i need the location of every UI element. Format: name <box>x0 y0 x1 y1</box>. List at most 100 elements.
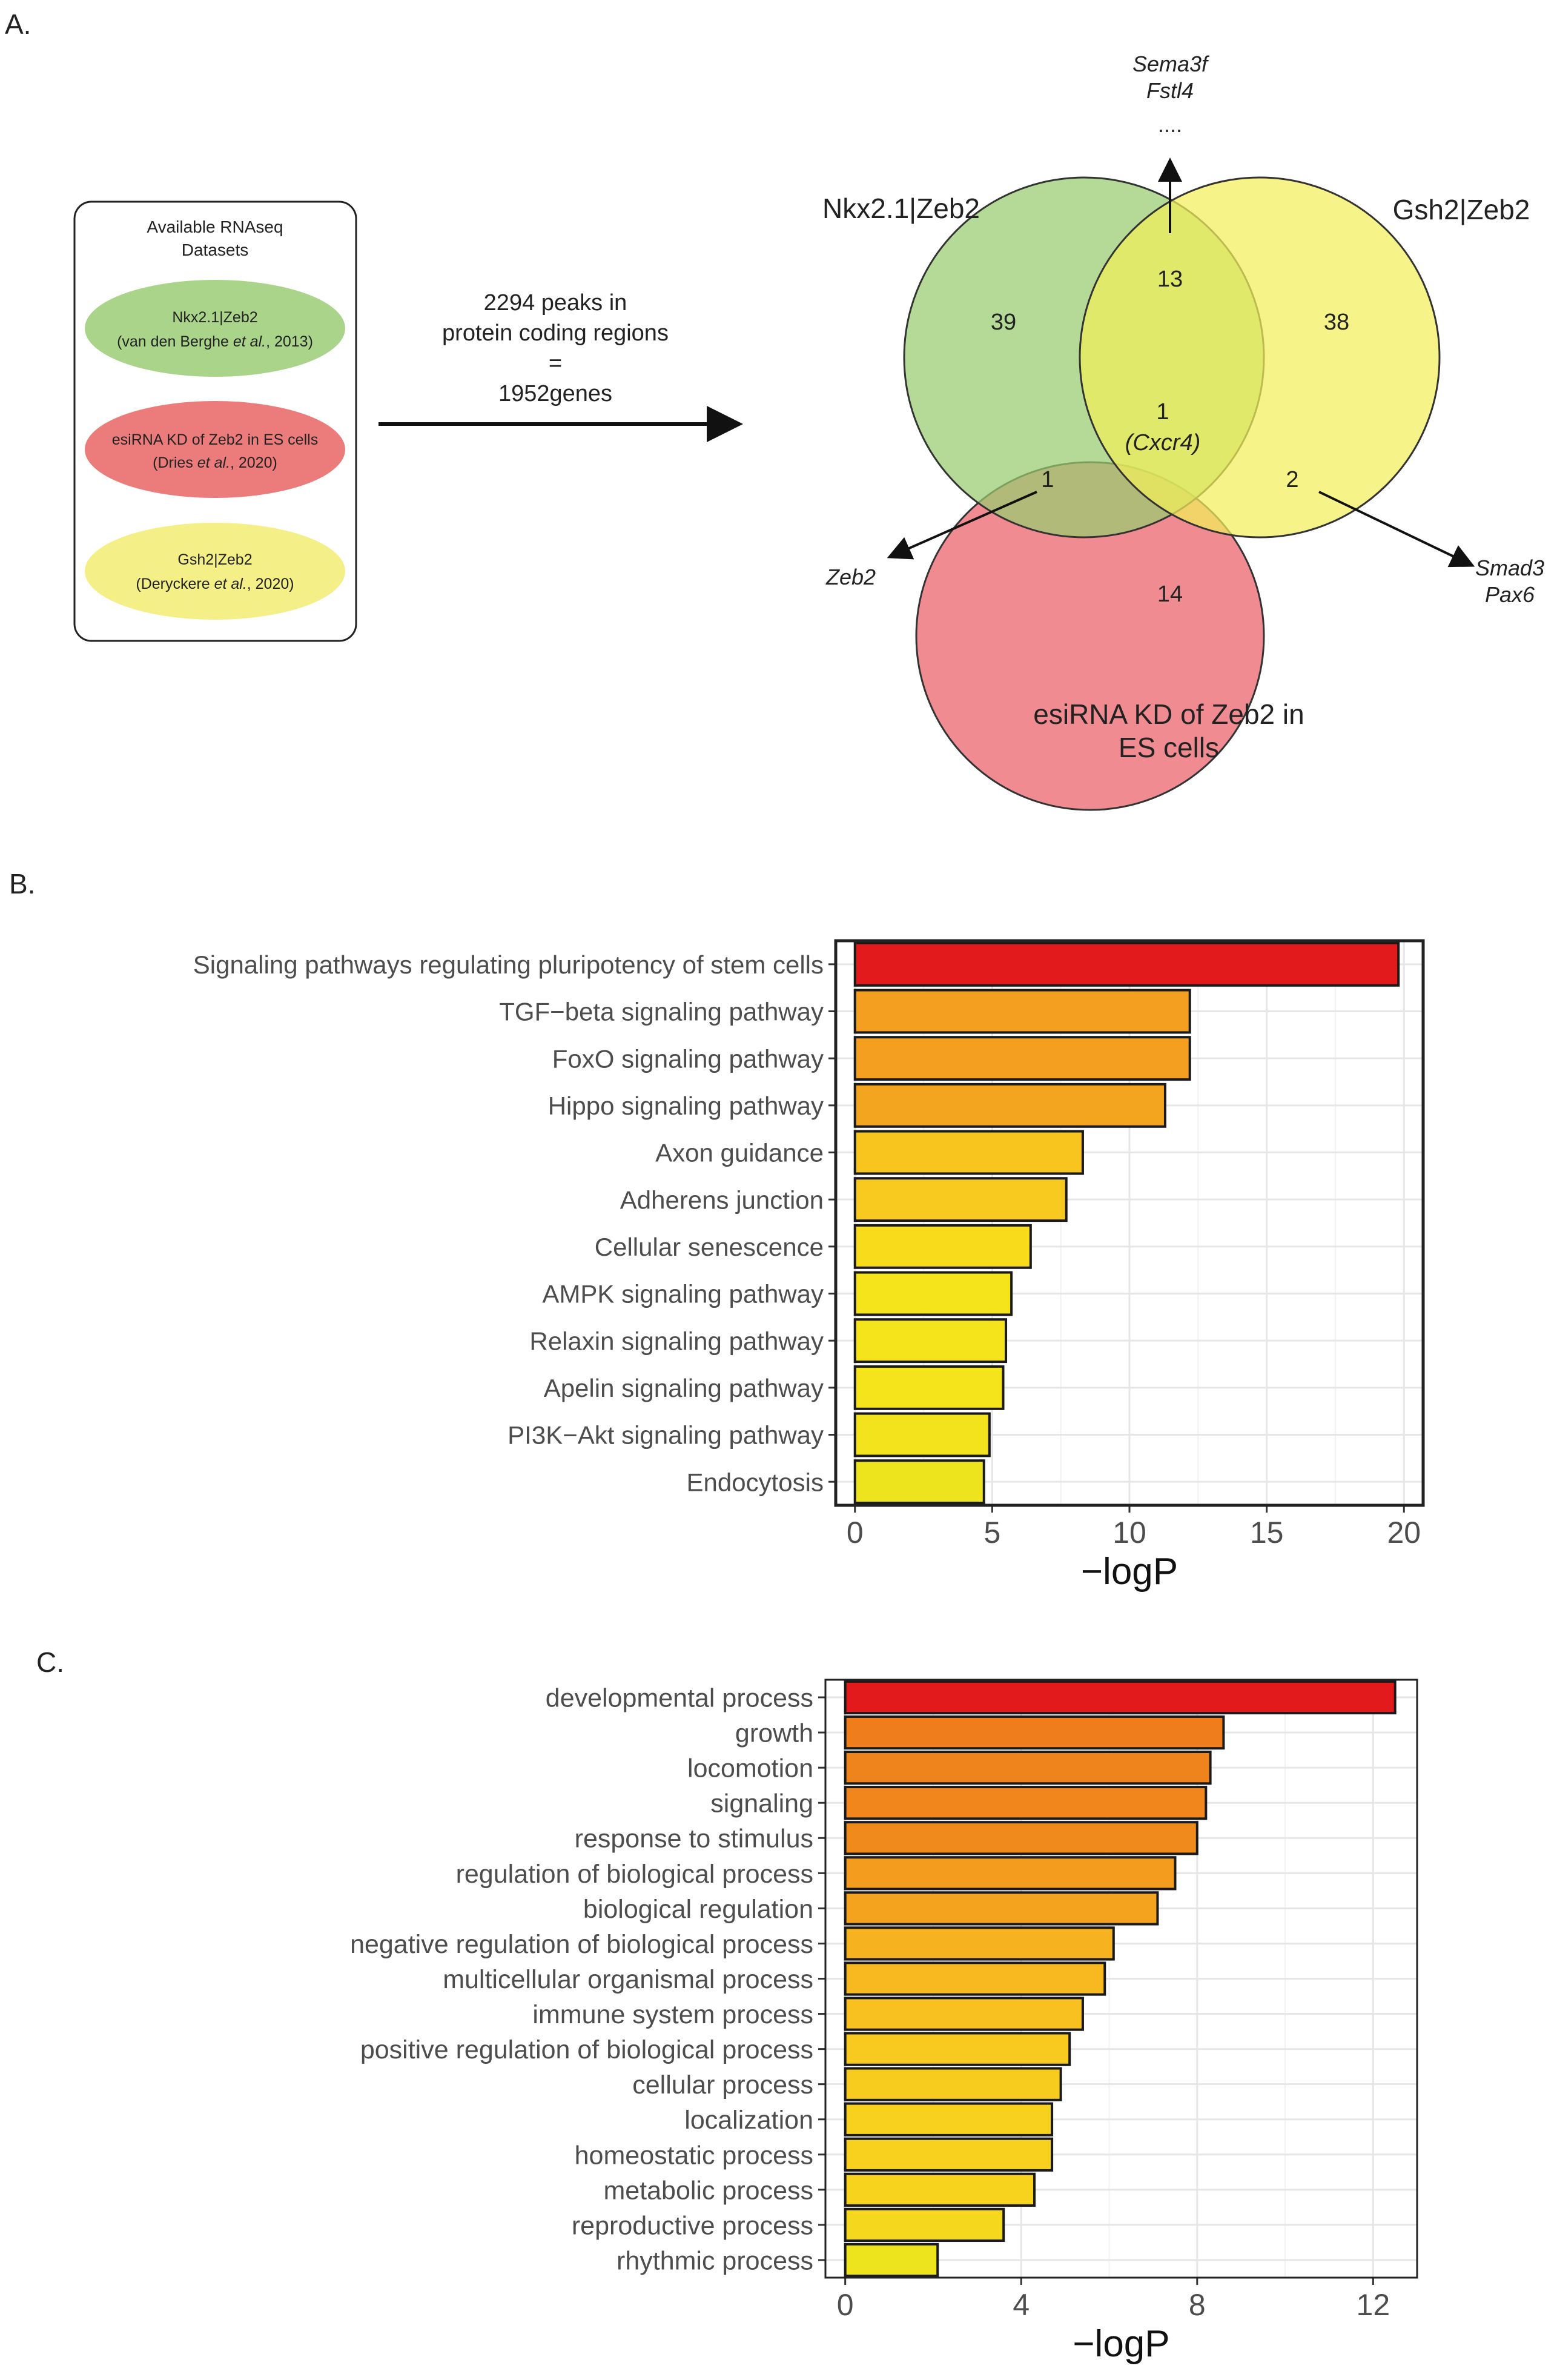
bar <box>844 1680 1397 1715</box>
venn-count-nkx-esirna: 1 <box>1041 467 1054 492</box>
bar <box>853 989 1191 1034</box>
bar <box>844 1961 1106 1996</box>
category-label: negative regulation of biological proces… <box>350 1930 813 1959</box>
panel-b: B. 0 5 10 15 20 Signaling pathways regulating… <box>9 868 1425 1593</box>
dataset-nkx-citation: (van den Berghe et al., 2013) <box>117 333 313 350</box>
category-label: Signaling pathways regulating pluripoten… <box>193 950 824 979</box>
bar <box>844 1821 1198 1855</box>
dataset-nkx-ellipse <box>85 280 345 377</box>
bar <box>853 1036 1191 1081</box>
bar <box>853 1177 1068 1222</box>
x-tick-label: 0 <box>837 2288 854 2322</box>
venn-circle-gsh2 <box>1079 176 1441 539</box>
bar <box>844 1786 1208 1820</box>
x-tick-label: 12 <box>1357 2288 1390 2322</box>
panel-c: C. 0 4 8 12 developmental process growth locom… <box>36 1646 1418 2365</box>
category-label: Relaxin signaling pathway <box>529 1327 824 1355</box>
callout-arrow-right <box>1318 491 1475 568</box>
category-label: Hippo signaling pathway <box>548 1092 824 1120</box>
category-label: Cellular senescence <box>595 1233 824 1261</box>
category-label: response to stimulus <box>575 1825 813 1854</box>
x-axis-title: −logP <box>1081 1551 1178 1593</box>
x-tick-label: 15 <box>1250 1516 1284 1550</box>
category-label: biological regulation <box>583 1895 813 1924</box>
category-label: multicellular organismal process <box>443 1965 813 1994</box>
venn-count-nkx-gsh2: 13 <box>1157 267 1183 292</box>
category-label: Adherens junction <box>620 1185 824 1214</box>
category-label: Axon guidance <box>655 1139 824 1167</box>
bar <box>844 2137 1054 2172</box>
category-label: metabolic process <box>603 2176 813 2205</box>
venn-count-gsh2-only: 38 <box>1324 310 1349 335</box>
venn-label-esirna-line2: ES cells <box>1119 732 1219 763</box>
bar <box>853 1412 991 1457</box>
venn-count-all-three: 1 <box>1156 399 1169 425</box>
bar <box>844 1891 1159 1926</box>
panel-b-label: B. <box>9 868 35 900</box>
bar <box>844 1856 1177 1891</box>
category-label: FoxO signaling pathway <box>552 1044 824 1073</box>
plot-border <box>834 939 1425 1507</box>
dataset-gsh2-ellipse <box>85 523 345 620</box>
category-label: AMPK signaling pathway <box>542 1280 824 1308</box>
category-label: PI3K−Akt signaling pathway <box>507 1421 824 1450</box>
x-tick-label: 8 <box>1189 2288 1206 2322</box>
venn-count-gsh2-esirna: 2 <box>1286 467 1298 492</box>
bar <box>844 1751 1212 1785</box>
chart-b: 0 5 10 15 20 Signaling pathways regulating pl… <box>193 939 1425 1593</box>
chart-c: 0 4 8 12 developmental process growth locomoti… <box>350 1679 1418 2365</box>
callout-top-line1: Sema3f <box>1132 51 1210 76</box>
callout-arrow-left <box>887 491 1037 560</box>
venn-label-nkx: Nkx2.1|Zeb2 <box>822 193 980 224</box>
flow-arrow-group: 2294 peaks in protein coding regions = 1… <box>379 290 743 442</box>
bar <box>844 2207 1005 2242</box>
category-label: homeostatic process <box>575 2141 813 2170</box>
callout-top-line2: Fstl4 <box>1146 78 1194 103</box>
category-label: regulation of biological process <box>456 1860 813 1889</box>
bar <box>853 1459 985 1505</box>
dataset-nkx-name: Nkx2.1|Zeb2 <box>172 309 257 326</box>
bar <box>853 1130 1084 1175</box>
category-label: signaling <box>710 1789 813 1818</box>
bar <box>844 2032 1071 2066</box>
bar <box>844 2067 1062 2101</box>
bar <box>853 941 1400 987</box>
dataset-esirna-citation: (Dries et al., 2020) <box>153 454 277 471</box>
arrow-text-line3: = <box>549 351 562 376</box>
category-label: TGF−beta signaling pathway <box>499 998 824 1026</box>
arrow-text-line1: 2294 peaks in <box>484 290 627 316</box>
arrow-text-line2: protein coding regions <box>442 320 669 346</box>
category-label: immune system process <box>532 2000 813 2029</box>
category-label: positive regulation of biological proces… <box>360 2035 813 2064</box>
bar <box>853 1224 1032 1269</box>
category-label: reproductive process <box>572 2211 813 2240</box>
datasets-title-line2: Datasets <box>182 240 249 259</box>
panel-c-label: C. <box>36 1646 64 1678</box>
datasets-box: Available RNAseq Datasets Nkx2.1|Zeb2 (v… <box>73 201 357 642</box>
datasets-title-line1: Available RNAseq <box>147 217 283 236</box>
x-tick-label: 4 <box>1013 2288 1030 2322</box>
dataset-esirna-ellipse <box>85 401 345 498</box>
category-label: rhythmic process <box>617 2246 813 2275</box>
callout-top-line3: .... <box>1158 112 1182 137</box>
bar <box>844 2102 1054 2136</box>
bar <box>844 1715 1225 1750</box>
venn-label-esirna-line1: esiRNA KD of Zeb2 in <box>1033 698 1304 730</box>
arrow-text-line4: 1952genes <box>498 381 612 406</box>
x-tick-label: 5 <box>983 1516 1000 1550</box>
category-label: Endocytosis <box>687 1468 824 1496</box>
callout-right-line2: Pax6 <box>1485 582 1535 607</box>
panel-a-label: A. <box>5 8 31 40</box>
callout-right-line1: Smad3 <box>1475 555 1544 580</box>
venn-diagram: Nkx2.1|Zeb2 Gsh2|Zeb2 esiRNA KD of Zeb2 … <box>822 51 1544 811</box>
callout-left: Zeb2 <box>825 565 876 589</box>
bar <box>853 1082 1166 1128</box>
bar <box>844 1997 1084 2031</box>
plot-border <box>824 1679 1418 2279</box>
bar <box>853 1318 1008 1364</box>
dataset-esirna-name: esiRNA KD of Zeb2 in ES cells <box>112 431 318 448</box>
venn-count-nkx-only: 39 <box>991 310 1016 335</box>
venn-count-esirna-only: 14 <box>1157 582 1183 607</box>
venn-all-three-gene: (Cxcr4) <box>1125 430 1201 456</box>
